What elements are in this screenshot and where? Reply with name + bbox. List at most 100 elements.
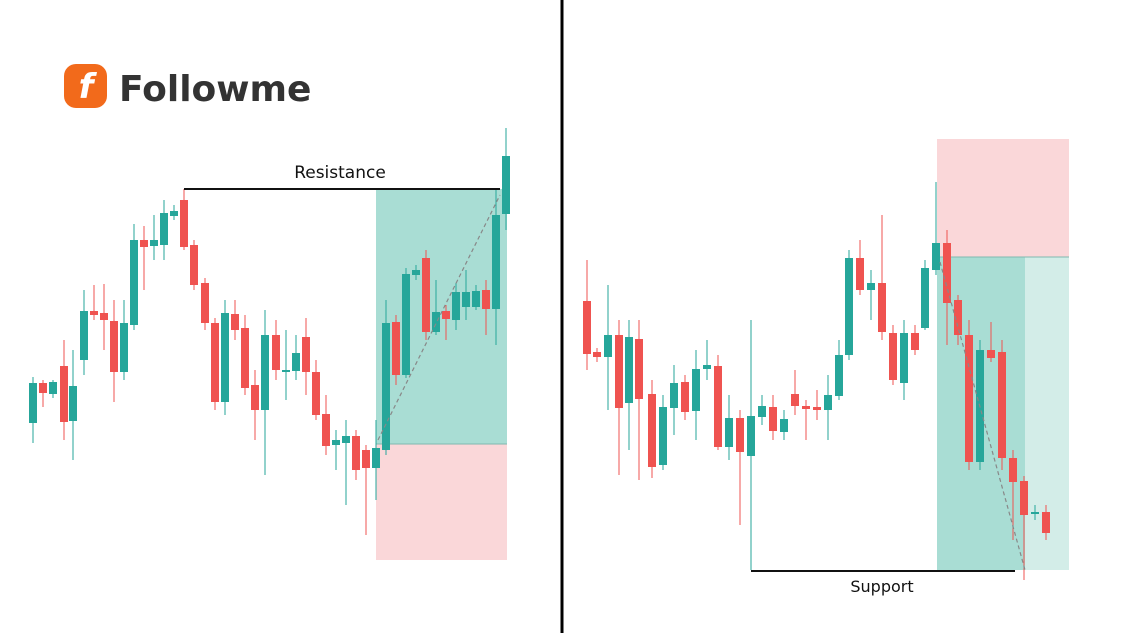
candle-body xyxy=(681,382,689,412)
candle-body xyxy=(625,337,633,403)
candle-body xyxy=(231,314,239,330)
candle-body xyxy=(889,333,897,380)
resistance-label: Resistance xyxy=(294,163,386,183)
candle-body xyxy=(100,313,108,320)
candle-body xyxy=(342,436,350,443)
candle-body xyxy=(272,335,280,370)
loss-zone xyxy=(937,139,1069,257)
candle-body xyxy=(352,436,360,470)
candle-body xyxy=(292,353,300,371)
candle-body xyxy=(725,418,733,447)
candle-body xyxy=(813,407,821,410)
candle-body xyxy=(856,258,864,290)
candle-body xyxy=(49,382,57,394)
candle-body xyxy=(69,386,77,421)
candle-body xyxy=(1042,512,1050,533)
candle-body xyxy=(635,339,643,399)
candle-body xyxy=(160,213,168,245)
candle-body xyxy=(322,414,330,446)
candle-body xyxy=(130,240,138,325)
candle-body xyxy=(90,311,98,315)
candle-body xyxy=(302,337,310,372)
candle-body xyxy=(150,240,158,246)
candle-body xyxy=(736,418,744,452)
candle-body xyxy=(845,258,853,355)
candle-body xyxy=(312,372,320,415)
logo-icon xyxy=(64,64,107,108)
candle-body xyxy=(170,211,178,216)
candle-body xyxy=(835,355,843,396)
candle-body xyxy=(900,333,908,383)
candle-body xyxy=(714,366,722,447)
candle-body xyxy=(791,394,799,406)
candle-body xyxy=(29,383,37,423)
candle-body xyxy=(140,240,148,247)
logo-text: Followme xyxy=(119,69,311,110)
candle-body xyxy=(332,440,340,445)
candle-body xyxy=(987,350,995,358)
candle-body xyxy=(60,366,68,422)
candle-body xyxy=(482,290,490,309)
candles xyxy=(29,128,1050,580)
candle-body xyxy=(372,448,380,468)
candle-body xyxy=(402,274,410,375)
candle-body xyxy=(921,268,929,328)
candle-body xyxy=(615,335,623,408)
candle-body xyxy=(758,406,766,417)
candle-body xyxy=(39,383,47,393)
candle-body xyxy=(392,322,400,375)
candle-body xyxy=(932,243,940,270)
candle-body xyxy=(282,370,290,372)
candle-body xyxy=(593,352,601,357)
candle-body xyxy=(780,419,788,432)
candle-body xyxy=(692,369,700,411)
loss-zone xyxy=(376,444,507,560)
candle-body xyxy=(998,352,1006,458)
candle-body xyxy=(462,292,470,307)
support-label: Support xyxy=(850,577,913,596)
candle-body xyxy=(583,301,591,354)
candle-body xyxy=(362,450,370,468)
candle-body xyxy=(261,335,269,410)
logo-glyph: f xyxy=(79,67,98,107)
candle-body xyxy=(241,328,249,388)
candle-body xyxy=(422,258,430,332)
candle-body xyxy=(80,311,88,360)
candle-body xyxy=(442,311,450,319)
trend-path xyxy=(939,261,1026,571)
candle-body xyxy=(211,323,219,402)
candle-body xyxy=(180,200,188,247)
candle-body xyxy=(943,243,951,303)
candle-body xyxy=(502,156,510,214)
candle-body xyxy=(878,283,886,332)
candle-body xyxy=(747,416,755,456)
candle-body xyxy=(604,335,612,357)
candle-body xyxy=(911,333,919,350)
candle-body xyxy=(432,312,440,332)
candle-body xyxy=(472,291,480,307)
candle-body xyxy=(251,385,259,410)
candle-body xyxy=(110,321,118,372)
candle-body xyxy=(824,395,832,410)
candle-body xyxy=(382,323,390,450)
candle-body xyxy=(769,407,777,431)
candle-body xyxy=(221,313,229,402)
candle-body xyxy=(120,323,128,372)
candle-body xyxy=(954,300,962,335)
candle-body xyxy=(802,406,810,409)
candle-body xyxy=(1020,481,1028,515)
candle-body xyxy=(412,270,420,275)
candle-body xyxy=(1031,512,1039,514)
candle-body xyxy=(492,215,500,309)
candle-body xyxy=(965,335,973,462)
candle-body xyxy=(190,245,198,285)
candle-body xyxy=(201,283,209,323)
candle-body xyxy=(648,394,656,467)
candle-body xyxy=(659,407,667,465)
candle-body xyxy=(1009,458,1017,482)
candle-body xyxy=(452,292,460,320)
candle-body xyxy=(670,383,678,408)
candle-body xyxy=(703,365,711,369)
trend-path xyxy=(377,194,501,441)
